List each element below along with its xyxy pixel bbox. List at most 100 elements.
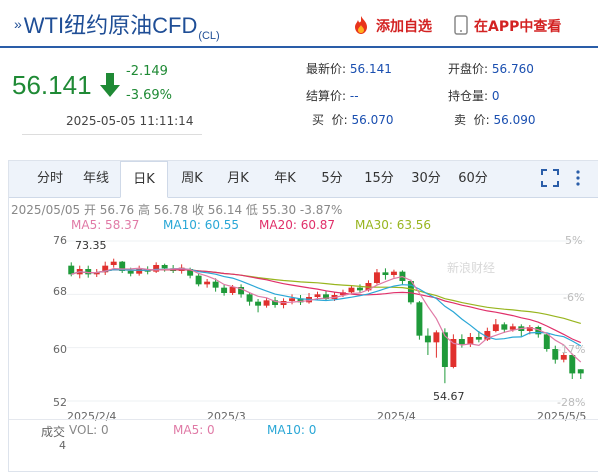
ma10-label: MA10: 60.55 bbox=[163, 218, 240, 232]
ma5-line bbox=[71, 267, 582, 363]
candle-body bbox=[526, 327, 533, 331]
bid-price-field: 买 价: 56.070 bbox=[306, 111, 394, 128]
candle-body bbox=[85, 269, 92, 275]
pct-tick-label: -17% bbox=[557, 343, 586, 356]
candle-body bbox=[102, 265, 109, 273]
candle-body bbox=[238, 287, 245, 295]
header: »WTI纽约原油CFD(CL) 添加自选 在APP中查看 bbox=[0, 0, 598, 48]
down-arrow-icon bbox=[99, 72, 121, 102]
candle-body bbox=[416, 302, 423, 336]
candle-body bbox=[577, 369, 584, 374]
fullscreen-icon[interactable] bbox=[541, 169, 559, 191]
candle-body bbox=[297, 298, 304, 303]
candle-body bbox=[161, 265, 168, 269]
ma30-label: MA30: 63.56 bbox=[355, 218, 432, 232]
candle-body bbox=[323, 294, 329, 299]
quote-panel: 56.141 -2.149 -3.69% 2025-05-05 11:11:14… bbox=[0, 50, 598, 150]
tab-intraday[interactable]: 分时 bbox=[36, 171, 63, 186]
candle-body bbox=[153, 265, 160, 272]
tab-60min[interactable]: 60分 bbox=[458, 171, 488, 186]
candle-body bbox=[136, 269, 143, 274]
candle-body bbox=[255, 301, 262, 306]
candle-body bbox=[535, 327, 542, 335]
candle-body bbox=[373, 272, 380, 283]
candle-body bbox=[424, 335, 431, 343]
settle-price-label: 结算价: bbox=[306, 89, 347, 103]
add-watchlist-label: 添加自选 bbox=[376, 19, 432, 35]
settle-price-value: -- bbox=[349, 89, 359, 103]
open-interest-field: 持仓量: 0 bbox=[448, 87, 500, 104]
candle-body bbox=[212, 281, 219, 288]
latest-price-label: 最新价: bbox=[306, 62, 347, 76]
ma5-label: MA5: 58.37 bbox=[71, 218, 140, 232]
candle-body bbox=[382, 272, 389, 275]
candle-body bbox=[484, 331, 491, 340]
candle-body bbox=[475, 337, 482, 340]
sina-watermark: 新浪财经 bbox=[447, 261, 496, 275]
tab-5min[interactable]: 5分 bbox=[321, 171, 343, 186]
candle-body bbox=[195, 275, 202, 285]
divider bbox=[22, 134, 202, 135]
more-icon[interactable] bbox=[575, 169, 581, 191]
page-title: »WTI纽约原油CFD(CL) bbox=[14, 8, 220, 42]
candle-body bbox=[552, 349, 559, 360]
view-in-app-label: 在APP中查看 bbox=[474, 19, 562, 35]
tab-15min[interactable]: 15分 bbox=[364, 171, 394, 186]
y-tick-label: 52 bbox=[53, 396, 67, 409]
candle-body bbox=[467, 337, 474, 345]
pct-tick-label: -6% bbox=[563, 291, 585, 304]
candle-body bbox=[110, 261, 117, 265]
view-in-app-button[interactable]: 在APP中查看 bbox=[454, 15, 561, 39]
tab-30min[interactable]: 30分 bbox=[411, 171, 441, 186]
candle-body bbox=[450, 339, 457, 367]
volume-axis-label: 4 bbox=[59, 439, 66, 452]
tab-year-line[interactable]: 年线 bbox=[82, 171, 109, 186]
y-tick-label: 76 bbox=[53, 234, 67, 247]
candle-body bbox=[509, 326, 516, 330]
pct-tick-label: -28% bbox=[557, 396, 586, 409]
candle-body bbox=[560, 355, 567, 360]
candle-body bbox=[314, 294, 321, 297]
volume-panel bbox=[9, 419, 598, 440]
current-price: 56.141 bbox=[12, 70, 92, 100]
volume-value: VOL: 0 bbox=[69, 423, 109, 437]
tab-weekly-k[interactable]: 周K bbox=[181, 171, 203, 186]
open-price-field: 开盘价: 56.760 bbox=[448, 60, 534, 77]
candle-body bbox=[127, 271, 134, 274]
candle-body bbox=[356, 287, 363, 291]
price-change-pct: -3.69% bbox=[126, 88, 172, 103]
latest-price-field: 最新价: 56.141 bbox=[306, 60, 392, 77]
candle-body bbox=[187, 269, 194, 276]
ohlc-info-line: 2025/05/05 开 56.76 高 56.78 收 56.14 低 55.… bbox=[11, 203, 343, 217]
candlestick-plot bbox=[67, 240, 585, 402]
bid-price-label: 买 价: bbox=[312, 113, 348, 127]
y-tick-label: 68 bbox=[53, 285, 67, 298]
fire-icon bbox=[352, 15, 370, 39]
candle-body bbox=[569, 355, 576, 374]
candle-body bbox=[289, 298, 296, 301]
kline-chart-panel: 分时 年线 日K 周K 月K 年K 5分 15分 30分 60分 2025/05… bbox=[8, 160, 598, 472]
open-price-label: 开盘价: bbox=[448, 62, 489, 76]
low-annotation: 54.67 bbox=[433, 390, 465, 403]
tab-daily-k[interactable]: 日K bbox=[120, 161, 168, 198]
instrument-name: WTI纽约原油CFD bbox=[23, 13, 198, 38]
ask-price-field: 卖 价: 56.090 bbox=[448, 111, 536, 128]
add-watchlist-button[interactable]: 添加自选 bbox=[352, 15, 432, 39]
volume-ma10: MA10: 0 bbox=[267, 423, 317, 437]
tab-monthly-k[interactable]: 月K bbox=[227, 171, 249, 186]
candle-body bbox=[263, 300, 270, 306]
candle-body bbox=[492, 324, 499, 331]
volume-label: 成交 bbox=[41, 425, 66, 439]
candle-body bbox=[246, 294, 253, 302]
ma20-label: MA20: 60.87 bbox=[259, 218, 336, 232]
volume-ma5: MA5: 0 bbox=[173, 423, 215, 437]
ask-price-label: 卖 价: bbox=[454, 113, 490, 127]
candle-body bbox=[501, 324, 508, 330]
open-interest-value: 0 bbox=[491, 89, 500, 103]
quote-timestamp: 2025-05-05 11:11:14 bbox=[66, 114, 194, 128]
tab-yearly-k[interactable]: 年K bbox=[274, 171, 296, 186]
candle-body bbox=[543, 334, 550, 349]
candle-body bbox=[433, 332, 440, 343]
bid-price-value: 56.070 bbox=[351, 113, 394, 127]
ask-price-value: 56.090 bbox=[493, 113, 536, 127]
